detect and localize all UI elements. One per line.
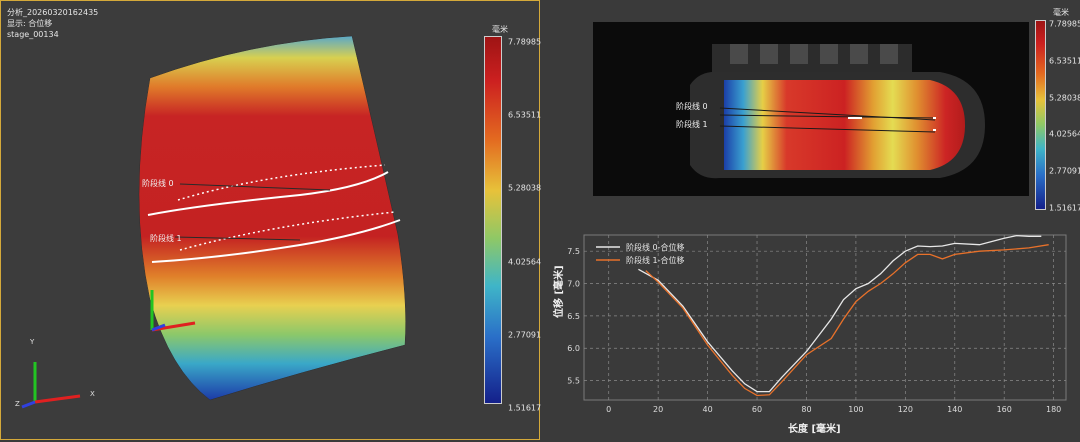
- stage-line-1-label: 阶段线 1: [150, 234, 182, 243]
- chart-x-tick-label: 160: [997, 405, 1012, 414]
- right-colorbar-unit: 毫米: [1053, 8, 1069, 17]
- chart-legend-label: 阶段线 0-合位移: [626, 242, 685, 252]
- triad-x-axis: [34, 394, 81, 404]
- triad-small-z: [151, 323, 166, 332]
- analysis-name: 分析_20260320162435: [7, 8, 99, 17]
- chart-x-tick-label: 140: [947, 405, 962, 414]
- specimen-overlay: [724, 80, 965, 170]
- chart-x-tick-label: 120: [898, 405, 913, 414]
- right-colorbar-gradient: [1035, 20, 1046, 210]
- image-stage-line-0-label: 阶段线 0: [676, 102, 708, 111]
- triad-x-label: X: [90, 390, 95, 398]
- right-colorbar-tick: 1.51617: [1049, 203, 1080, 213]
- chart-y-tick-label: 6.0: [567, 344, 580, 353]
- right-colorbar-tick: 4.02564: [1049, 129, 1080, 139]
- chart-plot-area: [583, 234, 1067, 401]
- chart-legend-label: 阶段线 1-合位移: [626, 255, 685, 265]
- stage-line-1-front: [151, 219, 401, 263]
- chart-x-axis-label: 长度 [毫米]: [788, 424, 841, 435]
- triad-z-label: Z: [15, 400, 20, 408]
- chart-y-axis-label: 位移 [毫米]: [554, 265, 565, 318]
- left-colorbar-tick: 5.28038: [508, 183, 542, 193]
- left-colorbar-gradient: [484, 36, 502, 404]
- chart-x-tick-label: 180: [1046, 405, 1061, 414]
- stage-name: stage_00134: [7, 30, 59, 39]
- stage-line-1-image: [719, 125, 936, 133]
- left-colorbar-tick: 2.77091: [508, 330, 542, 340]
- chart-y-tick-label: 6.5: [567, 312, 580, 321]
- chart-x-tick-label: 60: [752, 405, 762, 414]
- chart-series-line-0: [638, 234, 1042, 393]
- chart-x-tick-label: 0: [606, 405, 611, 414]
- stage-line-0-label: 阶段线 0: [142, 179, 174, 188]
- left-colorbar-tick: 4.02564: [508, 257, 542, 267]
- left-colorbar-tick: 6.53511: [508, 110, 542, 120]
- left-colorbar-unit: 毫米: [492, 25, 508, 34]
- chart-y-tick-label: 7.0: [567, 280, 580, 289]
- left-colorbar: 毫米 7.78985 6.53511 5.28038 4.02564 2.770…: [484, 25, 542, 413]
- left-colorbar-tick: 1.51617: [508, 403, 542, 413]
- right-colorbar-tick: 6.53511: [1049, 56, 1080, 66]
- left-colorbar-tick: 7.78985: [508, 37, 542, 47]
- analysis-info: 分析_20260320162435 显示: 合位移 stage_00134: [7, 7, 98, 40]
- chart-x-tick-label: 100: [848, 405, 863, 414]
- chart-y-tick-label: 5.5: [567, 377, 580, 386]
- chart-x-tick-label: 80: [801, 405, 811, 414]
- chart-series-line-1: [645, 244, 1049, 397]
- stage-line-0-back: [177, 164, 386, 201]
- right-colorbar-tick: 7.78985: [1049, 19, 1080, 29]
- chart-x-tick-label: 40: [702, 405, 712, 414]
- triad-y-label: Y: [30, 338, 35, 346]
- right-colorbar-tick: 2.77091: [1049, 166, 1080, 176]
- chart-y-tick-label: 7.5: [567, 247, 580, 256]
- triad-z-axis: [21, 400, 36, 409]
- chart-layer: 0 20 40 60 80 100 120 140 160 180 5.5 6.0 6.5 7.0 7.5 阶…: [567, 234, 1066, 414]
- stage-line-1-back: [179, 211, 396, 251]
- image-stage-line-1-label: 阶段线 1: [676, 120, 708, 129]
- specimen-3d-surface: [138, 35, 406, 401]
- display-mode: 显示: 合位移: [7, 19, 53, 28]
- chart-x-tick-label: 20: [653, 405, 663, 414]
- right-colorbar: 毫米 7.78985 6.53511 5.28038 4.02564 2.770…: [1035, 8, 1080, 213]
- stage-line-0-front: [147, 171, 389, 216]
- right-colorbar-tick: 5.28038: [1049, 93, 1080, 103]
